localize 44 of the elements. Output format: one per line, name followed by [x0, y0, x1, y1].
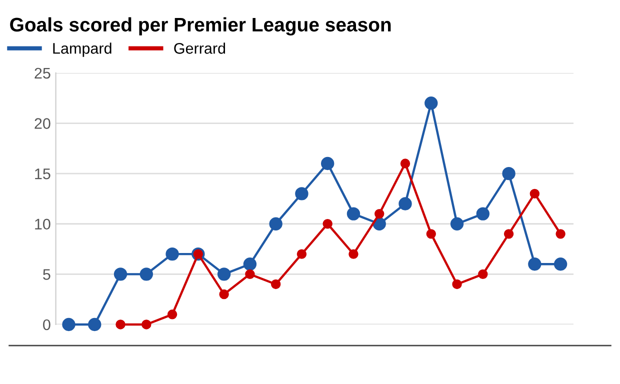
point — [346, 207, 360, 220]
chart-title: Goals scored per Premier League season — [10, 17, 391, 36]
legend-label: Lampard — [53, 42, 112, 57]
point — [502, 166, 516, 180]
point — [554, 258, 568, 271]
point — [296, 249, 307, 259]
point — [295, 187, 308, 200]
point — [320, 156, 334, 170]
point — [167, 310, 178, 320]
point — [450, 217, 464, 230]
point — [243, 258, 257, 271]
point — [452, 279, 462, 290]
point — [398, 197, 412, 210]
point — [269, 217, 282, 230]
y-tick-label: 5 — [43, 269, 50, 280]
point — [270, 279, 281, 290]
legend-label: Gerrard — [174, 42, 226, 54]
point — [556, 229, 566, 239]
point — [504, 229, 514, 239]
point — [114, 268, 128, 281]
point — [528, 258, 542, 271]
point — [245, 269, 255, 280]
point — [140, 268, 153, 281]
point — [142, 320, 152, 330]
point — [400, 158, 410, 168]
point — [374, 208, 384, 219]
y-tick-label: 20 — [34, 118, 50, 129]
point — [62, 318, 76, 332]
point — [476, 207, 490, 220]
point — [478, 269, 488, 280]
point — [322, 219, 332, 229]
y-tick-label: 10 — [35, 218, 50, 230]
y-tick-label: 15 — [35, 168, 50, 180]
point — [217, 268, 231, 281]
point — [424, 96, 438, 110]
point — [88, 318, 102, 332]
point — [426, 229, 436, 239]
point — [116, 320, 126, 330]
point — [219, 289, 229, 300]
point — [166, 247, 179, 261]
point — [530, 188, 540, 199]
point — [348, 249, 358, 259]
y-tick-label: 25 — [34, 68, 50, 79]
y-tick-label: 0 — [43, 319, 50, 330]
